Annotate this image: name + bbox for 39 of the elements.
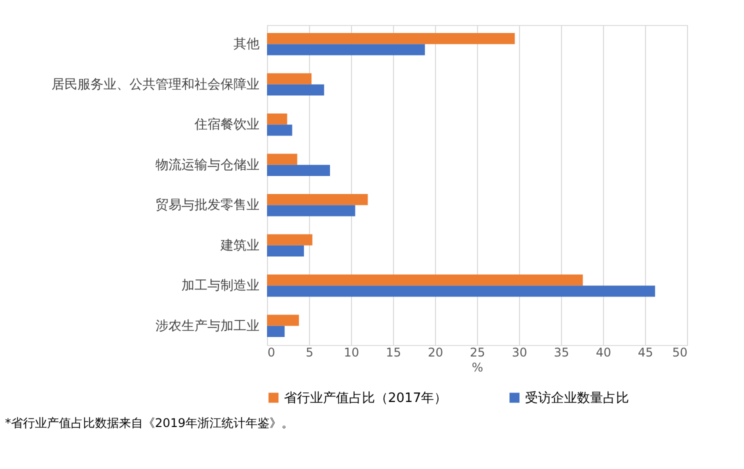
bar [267,114,288,125]
x-tick-label: 20 [428,346,444,360]
y-tick-label: 加工与制造业 [182,278,260,294]
text: *省行业产值占比数据来自《2019年浙江统计年鉴》。 [5,416,294,430]
x-tick-label: 50 [672,346,688,360]
x-tick-label: 40 [596,346,612,360]
y-tick-label: 贸易与批发零售业 [156,198,260,214]
bar [267,274,583,286]
bar [267,84,324,96]
x-tick-label: 5 [306,346,314,360]
bar [267,154,298,165]
x-tick-label: 10 [344,346,360,360]
y-tick-label: 物流运输与仓储业 [156,156,260,173]
bar [267,73,312,84]
x-tick-label: 25 [470,346,486,360]
bar [267,314,299,326]
x-tick-label: 15 [386,346,402,360]
y-tick-label: 涉农生产与加工业 [156,318,260,334]
y-tick-label: 其他 [234,37,260,52]
legend-label: 受访企业数量占比 [525,390,629,406]
x-tick-label: 30 [512,346,528,360]
bar [267,245,304,256]
y-tick-label: 建筑业 [220,238,260,254]
x-tick-label: 45 [638,346,654,360]
bar [267,194,368,206]
bar [267,164,330,176]
bar [267,234,312,246]
legend-label: 省行业产值占比（2017年） [284,390,448,406]
y-tick-label: 住宿餐饮业 [194,116,260,133]
x-axis-title: % [472,360,484,374]
bar [267,124,292,136]
bar [267,44,425,56]
x-tick-label: 35 [554,346,570,360]
bar [267,33,515,44]
bar [267,326,285,337]
bar [267,205,356,216]
y-tick-label: 居民服务业、公共管理和社会保障业 [52,77,260,92]
bar [267,286,656,297]
x-tick-label: 0 [268,346,276,360]
